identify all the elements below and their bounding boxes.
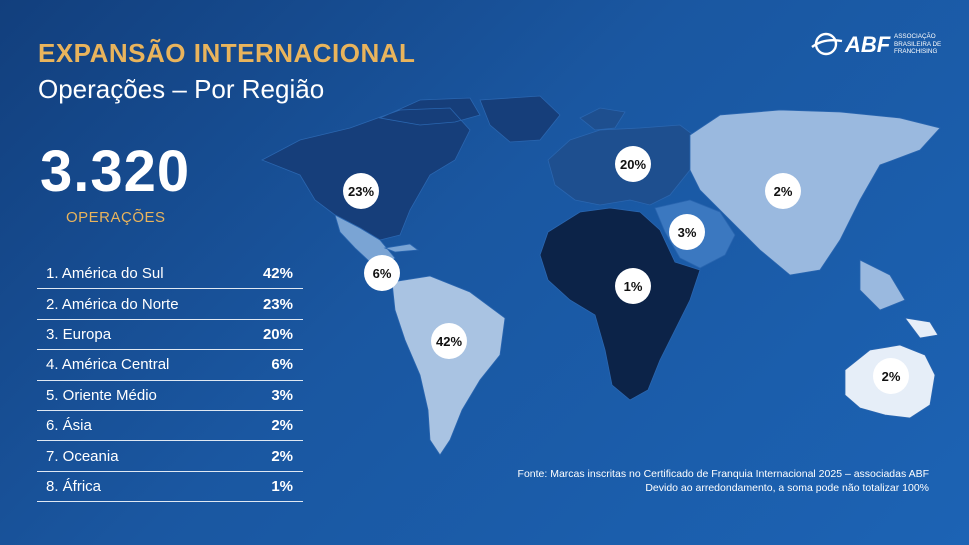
- list-item: 3. Europa 20%: [37, 320, 303, 351]
- source-line: Fonte: Marcas inscritas no Certificado d…: [517, 468, 929, 480]
- region-value-bubble: 42%: [431, 323, 467, 359]
- region-label: 1. América do Sul: [46, 265, 164, 283]
- list-item: 4. América Central 6%: [37, 350, 303, 381]
- region-value: 6%: [271, 356, 293, 374]
- logo-tagline: Associação Brasileira de Franchising: [894, 33, 942, 55]
- north-america-region: [261, 97, 481, 241]
- globe-icon: [811, 32, 843, 56]
- list-item: 1. América do Sul 42%: [37, 259, 303, 290]
- region-label: 5. Oriente Médio: [46, 386, 157, 404]
- region-value: 42%: [262, 265, 293, 283]
- africa-region: [539, 207, 701, 401]
- list-item: 2. América do Norte 23%: [37, 289, 303, 320]
- region-value-bubble: 3%: [669, 214, 705, 250]
- total-operations: 3.320: [40, 139, 191, 204]
- rounding-note: Devido ao arredondamento, a soma pode nã…: [645, 482, 929, 494]
- region-value: 20%: [262, 325, 293, 343]
- list-item: 7. Oceania 2%: [37, 441, 303, 472]
- ranking-list: 1. América do Sul 42% 2. América do Norte…: [37, 259, 303, 503]
- total-operations-label: OPERAÇÕES: [66, 209, 166, 226]
- region-value: 23%: [262, 295, 293, 313]
- region-label: 4. América Central: [46, 356, 170, 374]
- list-item: 6. Ásia 2%: [37, 411, 303, 442]
- region-value-bubble: 2%: [873, 358, 909, 394]
- region-value-bubble: 6%: [364, 255, 400, 291]
- region-value: 2%: [271, 417, 293, 435]
- region-label: 8. África: [46, 477, 102, 495]
- region-value-bubble: 23%: [343, 173, 379, 209]
- source-note: Fonte: Marcas inscritas no Certificado d…: [518, 467, 929, 495]
- list-item: 5. Oriente Médio 3%: [37, 381, 303, 411]
- region-value-bubble: 1%: [615, 268, 651, 304]
- south-america-region: [391, 275, 506, 456]
- region-label: 3. Europa: [46, 325, 112, 343]
- region-value: 1%: [271, 477, 293, 495]
- region-value-bubble: 20%: [615, 146, 651, 182]
- abf-logo: ABF Associação Brasileira de Franchising: [811, 30, 951, 60]
- list-item: 8. África 1%: [37, 472, 303, 503]
- greenland-region: [479, 95, 561, 143]
- logo-wordmark: ABF: [845, 32, 891, 57]
- page-subtitle: Operações – Por Região: [38, 74, 325, 104]
- region-label: 7. Oceania: [46, 447, 119, 465]
- asia-region: [689, 109, 941, 311]
- region-label: 2. América do Norte: [46, 295, 179, 313]
- region-value: 2%: [271, 447, 293, 465]
- page-title: EXPANSÃO INTERNACIONAL: [38, 38, 416, 68]
- region-label: 6. Ásia: [46, 417, 92, 435]
- region-value: 3%: [271, 386, 293, 404]
- region-value-bubble: 2%: [765, 173, 801, 209]
